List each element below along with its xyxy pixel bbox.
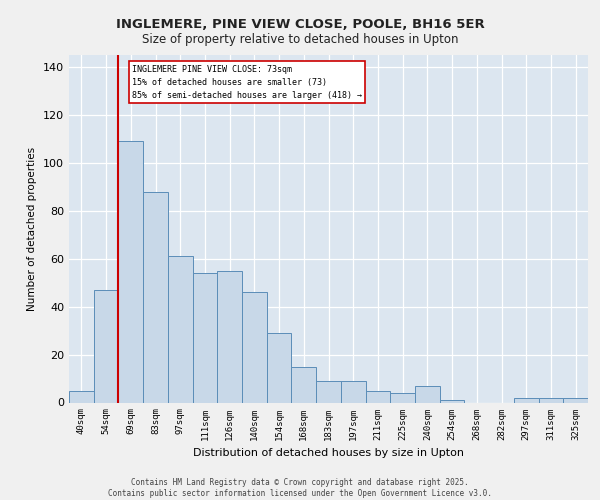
X-axis label: Distribution of detached houses by size in Upton: Distribution of detached houses by size … <box>193 448 464 458</box>
Bar <box>193 273 217 402</box>
Text: INGLEMERE PINE VIEW CLOSE: 73sqm
15% of detached houses are smaller (73)
85% of : INGLEMERE PINE VIEW CLOSE: 73sqm 15% of … <box>132 64 362 100</box>
Bar <box>69 390 94 402</box>
Y-axis label: Number of detached properties: Number of detached properties <box>28 146 37 311</box>
Bar <box>539 398 563 402</box>
Bar <box>440 400 464 402</box>
Bar <box>316 381 341 402</box>
Bar <box>242 292 267 403</box>
Bar <box>365 390 390 402</box>
Bar <box>292 366 316 402</box>
Bar <box>563 398 588 402</box>
Bar <box>514 398 539 402</box>
Text: Contains HM Land Registry data © Crown copyright and database right 2025.
Contai: Contains HM Land Registry data © Crown c… <box>108 478 492 498</box>
Bar <box>217 270 242 402</box>
Bar <box>94 290 118 403</box>
Bar <box>267 333 292 402</box>
Text: INGLEMERE, PINE VIEW CLOSE, POOLE, BH16 5ER: INGLEMERE, PINE VIEW CLOSE, POOLE, BH16 … <box>116 18 484 30</box>
Bar <box>168 256 193 402</box>
Text: Size of property relative to detached houses in Upton: Size of property relative to detached ho… <box>142 32 458 46</box>
Bar <box>118 142 143 402</box>
Bar <box>143 192 168 402</box>
Bar <box>415 386 440 402</box>
Bar <box>341 381 365 402</box>
Bar <box>390 393 415 402</box>
